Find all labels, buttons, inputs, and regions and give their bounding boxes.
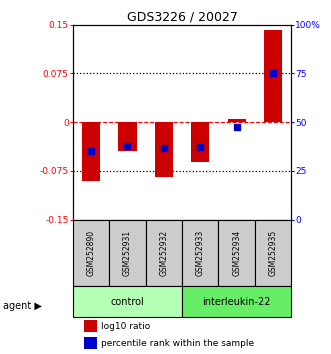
Text: GSM252934: GSM252934 [232, 230, 241, 276]
Bar [84, 337, 97, 349]
Bar [228, 119, 246, 122]
Text: GSM252890: GSM252890 [86, 230, 96, 276]
Bar [84, 320, 97, 332]
Text: GSM252931: GSM252931 [123, 230, 132, 276]
Bar [146, 219, 182, 286]
Bar [109, 219, 146, 286]
Text: GSM252933: GSM252933 [196, 230, 205, 276]
Bar [73, 286, 182, 317]
Bar [73, 219, 109, 286]
Title: GDS3226 / 20027: GDS3226 / 20027 [127, 11, 237, 24]
Bar [118, 122, 137, 152]
Text: interleukin-22: interleukin-22 [203, 297, 271, 307]
Bar [182, 286, 291, 317]
Bar [218, 219, 255, 286]
Text: percentile rank within the sample: percentile rank within the sample [101, 339, 254, 348]
Bar [82, 122, 100, 181]
Bar [264, 30, 282, 122]
Bar [182, 219, 218, 286]
Text: GSM252935: GSM252935 [268, 230, 278, 276]
Text: GSM252932: GSM252932 [159, 230, 168, 276]
Text: log10 ratio: log10 ratio [101, 322, 151, 331]
Text: control: control [111, 297, 144, 307]
Text: agent ▶: agent ▶ [3, 301, 42, 311]
Bar [191, 122, 210, 162]
Bar [255, 219, 291, 286]
Bar [155, 122, 173, 177]
